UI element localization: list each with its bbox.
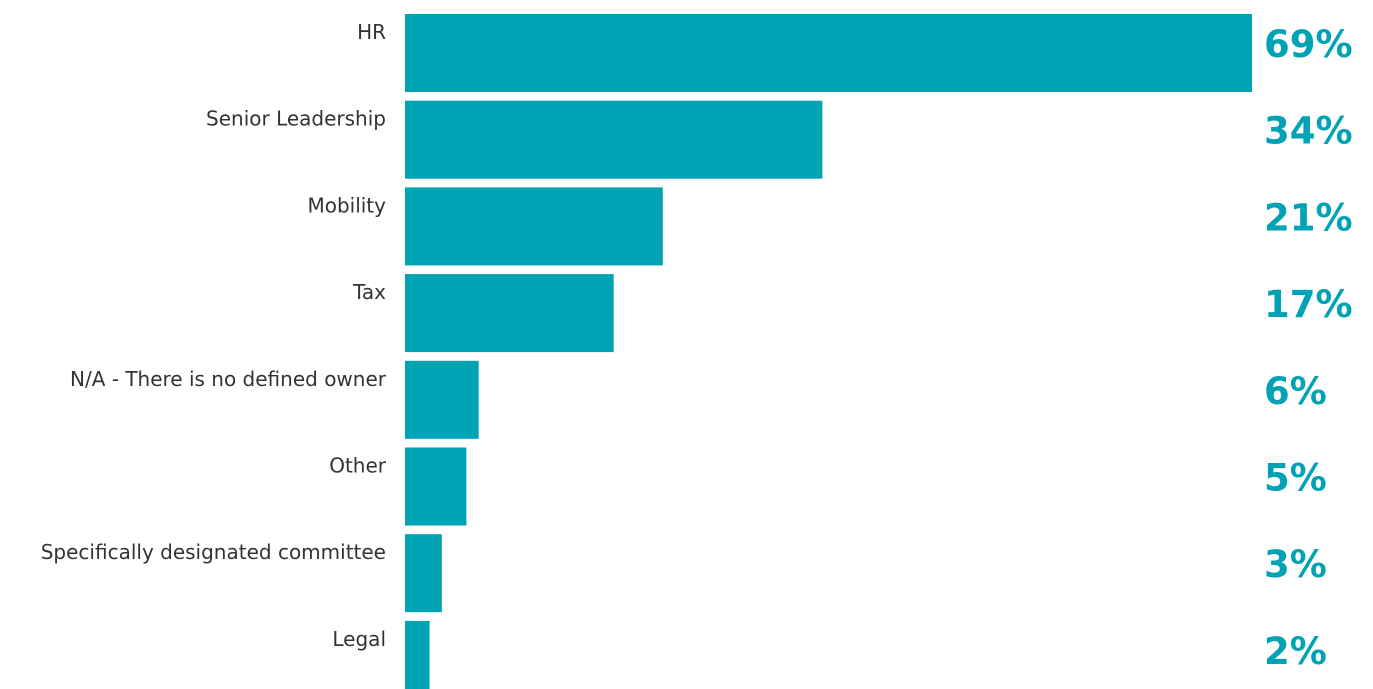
bar-tax (405, 274, 614, 353)
value-label-tax: 17% (1264, 283, 1353, 326)
category-label-tax: Tax (352, 280, 386, 304)
category-label-specifically-designated-committee: Specifically designated committee (41, 540, 386, 564)
value-label-other: 5% (1264, 457, 1327, 500)
category-labels: HR Senior Leadership Mobility Tax N/A - Ther… (41, 20, 387, 651)
category-label-senior-leadership: Senior Leadership (206, 107, 386, 131)
bar-senior-leadership (405, 100, 823, 179)
value-label-hr: 69% (1264, 23, 1353, 66)
value-labels: 69% 34% 21% 17% 6% 5% 3% 2% (1264, 23, 1353, 673)
bar-specifically-designated-committee (405, 534, 442, 613)
category-label-other: Other (329, 454, 387, 478)
bar-mobility (405, 187, 663, 266)
category-label-mobility: Mobility (307, 193, 386, 217)
category-label-hr: HR (357, 20, 386, 44)
category-label-legal: Legal (332, 627, 386, 651)
bar-n-a-there-is-no-defined-owner (405, 360, 479, 439)
value-label-mobility: 21% (1264, 196, 1353, 239)
value-label-senior-leadership: 34% (1264, 110, 1353, 153)
bar-hr (405, 14, 1252, 92)
value-label-n-a-there-is-no-defined-owner: 6% (1264, 370, 1327, 413)
bars (405, 14, 1252, 689)
value-label-legal: 2% (1264, 630, 1327, 673)
value-label-specifically-designated-committee: 3% (1264, 543, 1327, 586)
bar-legal (405, 620, 430, 689)
bar-other (405, 447, 467, 526)
category-label-n-a-there-is-no-defined-owner: N/A - There is no defined owner (70, 367, 387, 391)
